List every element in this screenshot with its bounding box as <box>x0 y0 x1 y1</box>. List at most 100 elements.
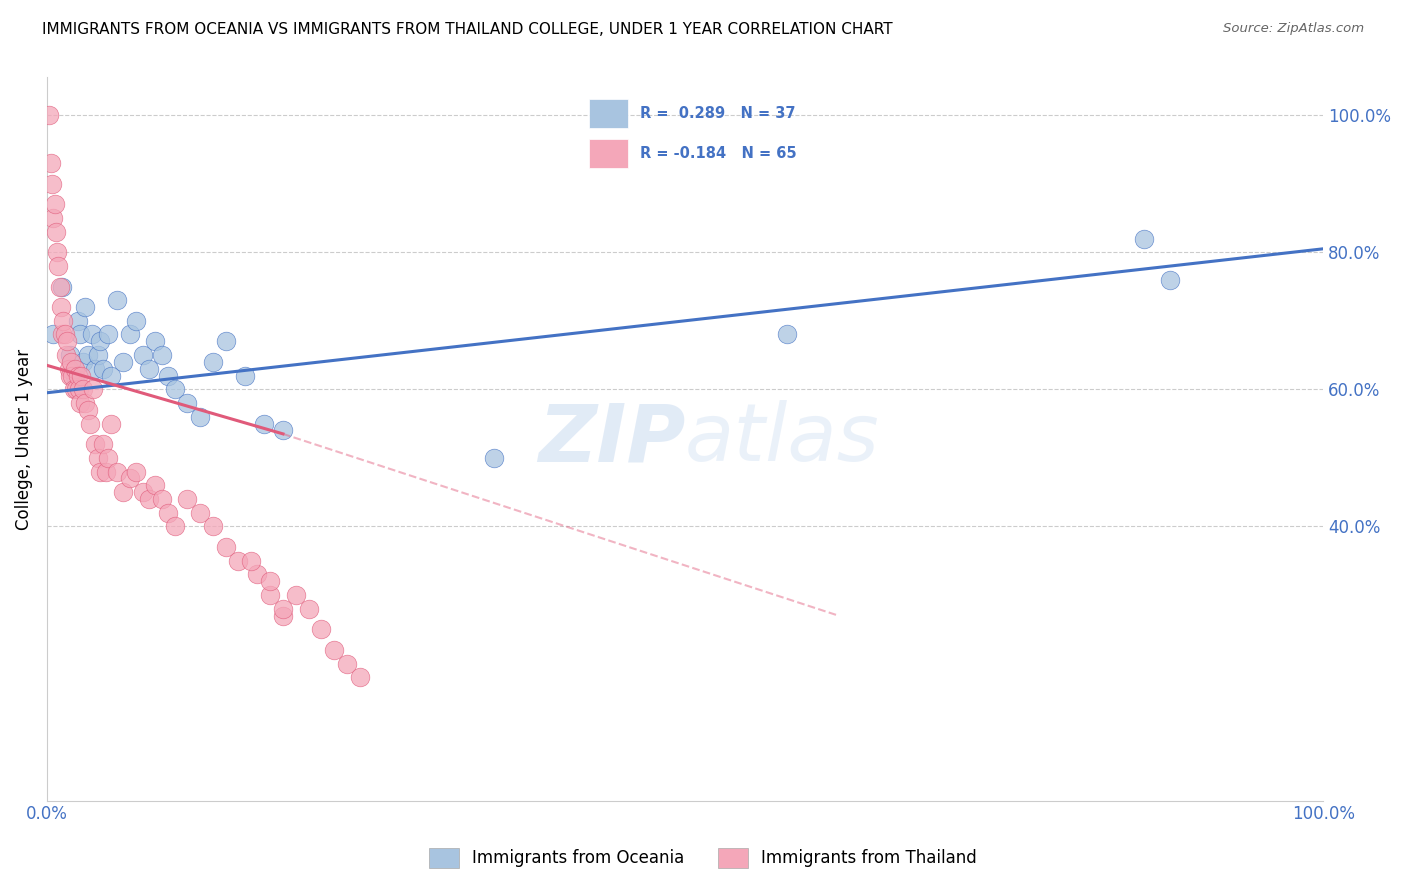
Point <box>72 382 94 396</box>
Point <box>112 355 135 369</box>
Point <box>336 657 359 671</box>
Point <box>89 465 111 479</box>
Point <box>84 361 107 376</box>
Point <box>214 540 236 554</box>
Point <box>253 417 276 431</box>
Point <box>131 485 153 500</box>
Point <box>125 465 148 479</box>
Text: ZIP: ZIP <box>537 400 685 478</box>
Point <box>80 327 103 342</box>
Point <box>297 601 319 615</box>
Point <box>271 424 294 438</box>
Point <box>100 417 122 431</box>
Point <box>138 491 160 506</box>
Point <box>66 368 89 383</box>
Point <box>60 355 83 369</box>
Point <box>58 361 80 376</box>
Point <box>59 348 82 362</box>
Point <box>67 382 90 396</box>
Point <box>271 601 294 615</box>
Point <box>1133 231 1156 245</box>
Point <box>39 156 62 170</box>
Point <box>259 588 281 602</box>
Point <box>59 368 82 383</box>
Point <box>38 108 60 122</box>
Point <box>271 608 294 623</box>
Point <box>63 368 86 383</box>
Point <box>69 327 91 342</box>
Point <box>52 314 75 328</box>
Point <box>349 670 371 684</box>
Point <box>62 382 84 396</box>
Point <box>145 478 167 492</box>
Point <box>75 300 97 314</box>
Point <box>89 334 111 349</box>
Point <box>188 506 211 520</box>
Point <box>69 396 91 410</box>
Point <box>201 355 224 369</box>
Point <box>112 485 135 500</box>
Point <box>176 396 198 410</box>
Point <box>82 382 104 396</box>
Text: atlas: atlas <box>685 400 880 478</box>
Point <box>70 368 93 383</box>
Point <box>214 334 236 349</box>
Text: IMMIGRANTS FROM OCEANIA VS IMMIGRANTS FROM THAILAND COLLEGE, UNDER 1 YEAR CORREL: IMMIGRANTS FROM OCEANIA VS IMMIGRANTS FR… <box>42 22 893 37</box>
Point <box>87 348 110 362</box>
Point <box>482 450 505 465</box>
Point <box>76 348 98 362</box>
Point <box>259 574 281 589</box>
Point <box>42 327 65 342</box>
Point <box>51 279 73 293</box>
Point <box>323 642 346 657</box>
Point <box>97 450 120 465</box>
Point <box>105 465 128 479</box>
Point <box>138 361 160 376</box>
Point <box>246 567 269 582</box>
Legend: Immigrants from Oceania, Immigrants from Thailand: Immigrants from Oceania, Immigrants from… <box>422 841 984 875</box>
Point <box>131 348 153 362</box>
Point <box>284 588 307 602</box>
Point <box>91 361 114 376</box>
Point <box>51 327 73 342</box>
Point <box>65 382 87 396</box>
Point <box>49 300 72 314</box>
Point <box>228 554 250 568</box>
Point <box>44 197 66 211</box>
Point <box>201 519 224 533</box>
Point <box>41 177 63 191</box>
Point <box>163 519 186 533</box>
Point <box>105 293 128 308</box>
Point <box>145 334 167 349</box>
Point <box>188 409 211 424</box>
Point <box>150 348 173 362</box>
Point <box>53 327 76 342</box>
Point <box>84 437 107 451</box>
Point <box>94 465 117 479</box>
Point <box>1159 273 1181 287</box>
Point <box>118 327 141 342</box>
Point <box>157 506 180 520</box>
Point <box>240 554 263 568</box>
Point <box>79 417 101 431</box>
Point <box>55 348 77 362</box>
Point <box>100 368 122 383</box>
Point <box>97 327 120 342</box>
Point <box>75 396 97 410</box>
Point <box>63 361 86 376</box>
Point <box>311 622 333 636</box>
Point <box>46 245 69 260</box>
Point <box>72 355 94 369</box>
Point <box>150 491 173 506</box>
Point <box>125 314 148 328</box>
Point <box>66 314 89 328</box>
Point <box>118 471 141 485</box>
Point <box>48 259 70 273</box>
Point <box>91 437 114 451</box>
Point <box>56 334 79 349</box>
Point <box>163 382 186 396</box>
Point <box>233 368 256 383</box>
Point <box>62 368 84 383</box>
Point <box>87 450 110 465</box>
Point <box>48 279 70 293</box>
